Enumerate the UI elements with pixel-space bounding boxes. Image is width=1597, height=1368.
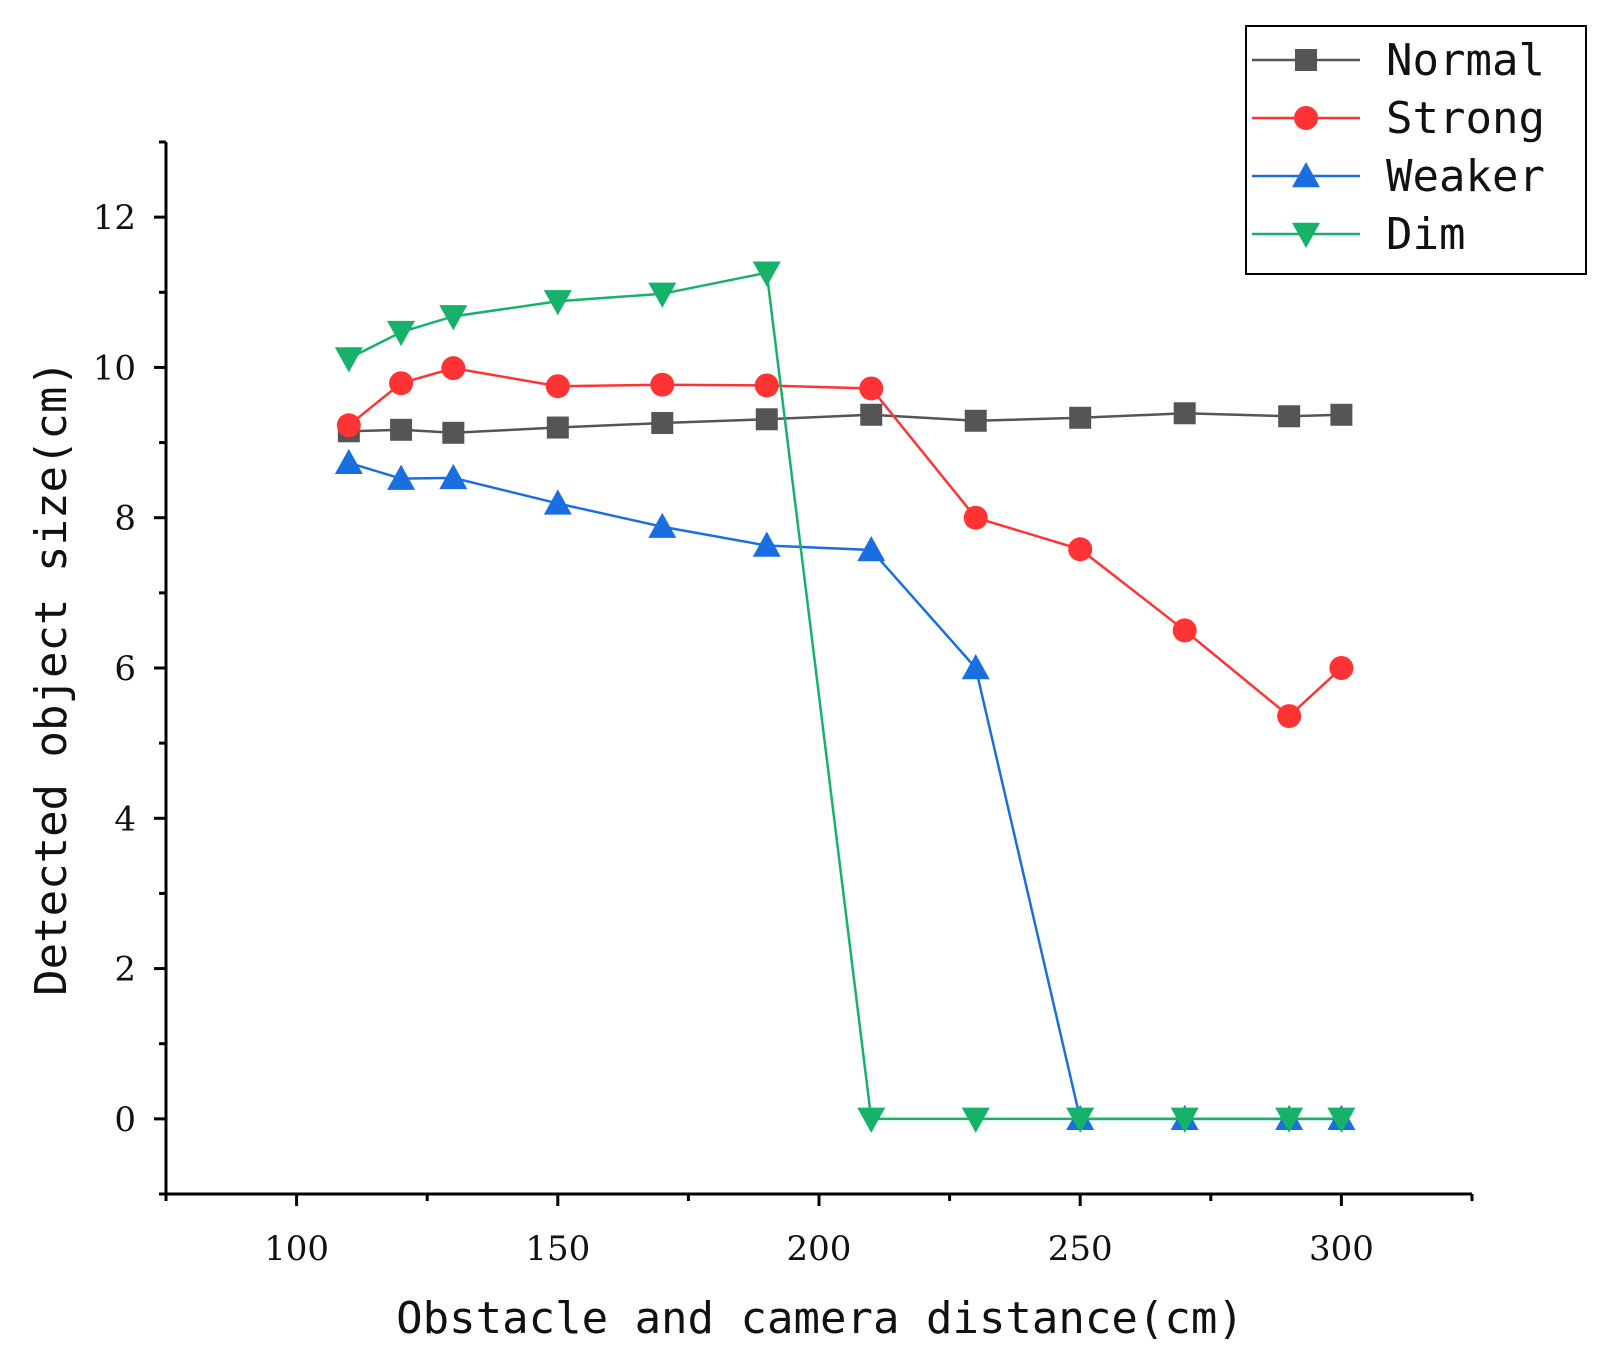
legend-item-normal: Normal — [1252, 35, 1545, 86]
data-point-dim — [543, 290, 572, 316]
legend-item-weaker: Weaker — [1252, 151, 1545, 202]
y-tick-label: 10 — [93, 348, 136, 388]
axes: 0 2 4 6 8 10 12 100 150 200 250 300 — [93, 140, 1474, 1269]
series-strong — [336, 356, 1354, 729]
series-line-dim — [348, 271, 1342, 1121]
y-tick-label: 4 — [114, 799, 136, 839]
data-point-normal — [442, 421, 465, 444]
data-point-dim — [1066, 1107, 1095, 1133]
series-line-weaker — [348, 461, 1342, 1121]
legend-marker-strong — [1294, 106, 1318, 130]
data-point-dim — [334, 347, 363, 373]
data-point-strong — [1329, 656, 1354, 680]
y-tick-label: 0 — [114, 1100, 136, 1140]
legend-label-weaker: Weaker — [1386, 151, 1545, 202]
legend-marker-weaker — [1292, 162, 1320, 188]
data-point-normal — [1278, 405, 1301, 428]
data-point-normal — [651, 412, 674, 435]
data-point-normal — [860, 403, 883, 426]
data-point-weaker — [648, 512, 677, 538]
series-weaker — [334, 448, 1356, 1131]
data-point-normal — [1330, 403, 1353, 426]
x-tick-label: 200 — [787, 1229, 852, 1269]
legend-item-strong: Strong — [1252, 93, 1545, 144]
data-point-strong — [650, 372, 675, 397]
y-tick-label: 8 — [114, 499, 136, 539]
legend-item-dim: Dim — [1252, 209, 1465, 260]
x-tick-label: 100 — [264, 1229, 329, 1269]
data-point-strong — [859, 376, 884, 401]
data-point-strong — [441, 356, 466, 381]
x-tick-label: 250 — [1048, 1229, 1113, 1269]
data-point-strong — [1172, 618, 1197, 643]
data-point-normal — [546, 416, 569, 439]
data-point-weaker — [387, 464, 416, 490]
legend-marker-dim — [1292, 222, 1320, 248]
data-point-dim — [961, 1107, 990, 1133]
data-point-strong — [963, 505, 988, 530]
y-axis-title: Detected object size(cm) — [26, 360, 77, 996]
data-point-weaker — [752, 531, 781, 557]
legend-label-normal: Normal — [1386, 35, 1545, 86]
data-point-strong — [545, 374, 570, 399]
data-point-strong — [336, 413, 361, 438]
series-layer — [334, 261, 1356, 1133]
data-point-normal — [1173, 402, 1196, 425]
data-point-normal — [390, 418, 413, 441]
legend-marker-normal — [1295, 49, 1317, 71]
x-tick-label: 300 — [1309, 1229, 1374, 1269]
data-point-normal — [964, 409, 987, 432]
data-point-dim — [1275, 1107, 1304, 1133]
x-axis-title: Obstacle and camera distance(cm) — [396, 1293, 1244, 1344]
data-point-strong — [389, 371, 414, 396]
data-point-strong — [754, 373, 779, 398]
x-tick-label: 150 — [525, 1229, 590, 1269]
data-point-dim — [1170, 1107, 1199, 1133]
y-tick-label: 12 — [93, 198, 136, 238]
series-normal — [337, 402, 1353, 444]
data-point-normal — [755, 408, 778, 431]
data-point-strong — [1277, 704, 1302, 729]
series-dim — [334, 261, 1356, 1133]
data-point-weaker — [857, 536, 886, 562]
legend-label-dim: Dim — [1386, 209, 1465, 260]
y-tick-label: 2 — [114, 950, 136, 990]
legend-label-strong: Strong — [1386, 93, 1545, 144]
data-point-dim — [1327, 1107, 1356, 1133]
data-point-dim — [648, 282, 677, 308]
y-tick-label: 6 — [114, 649, 136, 689]
data-point-strong — [1068, 537, 1093, 562]
data-point-normal — [1069, 406, 1092, 429]
data-point-weaker — [543, 489, 572, 515]
data-point-dim — [439, 305, 468, 331]
data-point-dim — [857, 1107, 886, 1133]
data-point-weaker — [334, 448, 363, 475]
data-point-dim — [752, 261, 781, 287]
data-point-dim — [387, 320, 416, 347]
data-point-weaker — [439, 463, 468, 490]
data-point-weaker — [961, 654, 990, 680]
legend: Normal Strong Weaker Dim — [1245, 25, 1587, 275]
